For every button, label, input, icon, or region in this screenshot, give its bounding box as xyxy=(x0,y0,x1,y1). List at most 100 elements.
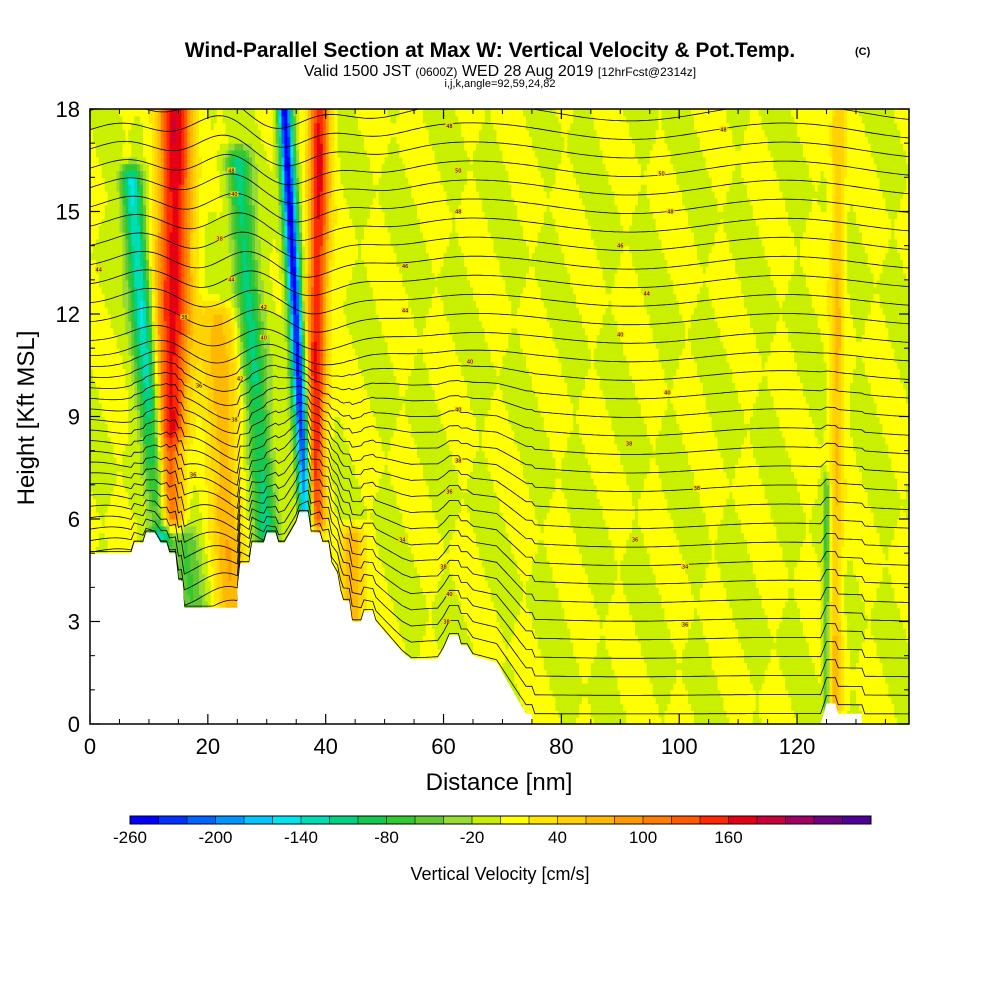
w-cell xyxy=(352,525,356,534)
w-cell xyxy=(434,109,439,165)
w-cell xyxy=(602,396,607,520)
w-cell xyxy=(110,109,115,329)
w-cell xyxy=(767,662,772,724)
w-cell xyxy=(605,170,610,295)
w-cell xyxy=(717,225,722,329)
w-cell xyxy=(422,109,427,124)
w-cell xyxy=(761,109,766,131)
w-cell xyxy=(399,409,403,513)
w-cell xyxy=(690,471,695,595)
w-cell xyxy=(708,560,713,657)
w-cell xyxy=(287,300,291,308)
w-cell xyxy=(581,109,586,206)
w-cell xyxy=(293,218,297,233)
w-cell xyxy=(349,457,353,520)
theta-contour xyxy=(90,251,909,278)
w-cell xyxy=(679,430,683,554)
w-cell xyxy=(201,573,206,616)
w-cell xyxy=(770,648,775,724)
w-cell xyxy=(658,478,663,595)
w-cell xyxy=(101,109,106,178)
w-cell xyxy=(213,122,218,213)
w-cell xyxy=(608,184,613,295)
w-cell xyxy=(605,409,610,527)
w-cell xyxy=(882,553,887,568)
w-cell xyxy=(517,450,521,575)
contour-label: 40 xyxy=(664,390,670,396)
w-cell xyxy=(558,163,562,247)
w-cell xyxy=(549,689,554,724)
w-cell xyxy=(720,696,724,724)
w-cell xyxy=(393,491,397,616)
w-cell xyxy=(534,109,539,158)
w-cell xyxy=(452,341,456,465)
w-cell xyxy=(293,389,297,404)
w-cell xyxy=(181,109,185,185)
colorbar-swatch xyxy=(728,816,758,824)
w-cell xyxy=(646,676,651,724)
w-cell xyxy=(299,491,303,500)
w-cell xyxy=(758,382,763,479)
w-cell xyxy=(637,163,642,192)
w-cell xyxy=(587,368,592,465)
w-cell xyxy=(246,156,250,206)
w-cell xyxy=(640,655,645,724)
w-cell xyxy=(826,478,831,486)
w-cell xyxy=(425,252,430,315)
w-cell xyxy=(738,457,742,520)
w-cell xyxy=(299,355,303,377)
theta-contour xyxy=(90,231,909,260)
w-cell xyxy=(293,245,297,267)
w-cell xyxy=(196,109,200,308)
w-cell xyxy=(249,109,253,144)
w-cell xyxy=(761,245,766,370)
w-cell xyxy=(137,443,141,541)
theta-contour xyxy=(90,410,909,492)
w-cell xyxy=(296,402,300,418)
w-cell xyxy=(169,232,174,438)
w-cell xyxy=(823,519,828,561)
w-cell xyxy=(620,341,624,465)
w-cell xyxy=(437,580,442,650)
w-cell xyxy=(664,710,669,724)
w-cell xyxy=(234,156,238,178)
w-cell xyxy=(216,218,221,295)
w-cell xyxy=(157,525,162,534)
w-cell xyxy=(467,512,471,636)
w-cell xyxy=(682,204,686,322)
w-cell xyxy=(773,525,778,643)
w-cell xyxy=(891,587,895,705)
w-cell xyxy=(543,191,548,213)
w-cell xyxy=(204,286,209,301)
colorbar-swatch xyxy=(586,816,615,824)
w-cell xyxy=(440,423,445,541)
w-cell xyxy=(349,279,353,336)
w-cell xyxy=(794,109,798,124)
w-cell xyxy=(808,655,813,724)
w-cell xyxy=(193,266,197,377)
w-cell xyxy=(290,409,294,431)
w-cell xyxy=(847,109,851,213)
w-cell xyxy=(867,143,872,267)
w-cell xyxy=(196,361,200,418)
w-cell xyxy=(814,191,819,199)
w-cell xyxy=(302,320,306,336)
w-cell xyxy=(820,341,825,445)
w-cell xyxy=(517,614,521,691)
w-cell xyxy=(131,170,135,178)
w-cell xyxy=(431,293,436,390)
w-cell xyxy=(137,409,141,445)
w-cell xyxy=(134,341,138,363)
w-cell xyxy=(269,109,274,172)
w-cell xyxy=(431,389,436,513)
w-cell xyxy=(455,115,459,213)
w-cell xyxy=(564,109,568,267)
w-cell xyxy=(151,320,156,342)
colorbar-swatch xyxy=(244,816,273,824)
w-cell xyxy=(540,655,545,724)
contour-label-bg xyxy=(227,276,236,282)
w-cell xyxy=(758,115,763,240)
w-cell xyxy=(903,512,907,629)
w-cell xyxy=(116,348,121,465)
w-cell xyxy=(287,252,291,267)
